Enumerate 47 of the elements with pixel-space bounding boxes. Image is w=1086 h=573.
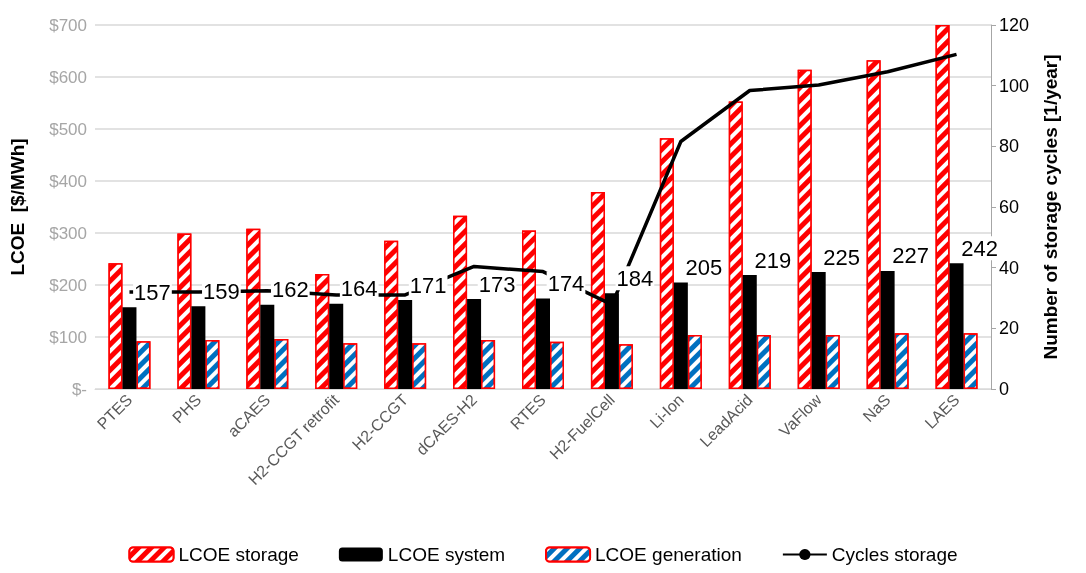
bar xyxy=(742,275,757,389)
data-label: 159 xyxy=(203,278,240,304)
y2-tick-label: 100 xyxy=(999,75,1030,96)
y-tick-label: $600 xyxy=(49,67,87,87)
y2-tick-label: 60 xyxy=(999,197,1020,217)
y-tick-label: $400 xyxy=(49,171,87,191)
y-tick-label: $300 xyxy=(49,223,87,243)
data-label: 205 xyxy=(685,254,723,280)
bar xyxy=(949,263,964,389)
legend-label: LCOE system xyxy=(387,544,506,565)
y2-tick-label: 80 xyxy=(999,136,1020,157)
bar xyxy=(536,298,550,389)
bar xyxy=(398,300,413,389)
data-label: 173 xyxy=(478,271,516,297)
data-label: 174 xyxy=(547,271,585,297)
y-tick-label: $700 xyxy=(49,15,87,35)
data-label: 225 xyxy=(823,244,861,270)
data-label: 227 xyxy=(892,243,929,269)
bar xyxy=(260,304,275,389)
y2-tick-label: 120 xyxy=(999,15,1030,35)
data-label: 171 xyxy=(409,272,447,298)
bar xyxy=(122,307,137,389)
y-tick-label: $- xyxy=(71,379,87,399)
data-label: 242 xyxy=(961,235,998,261)
data-label: 162 xyxy=(271,277,309,303)
y-tick-label: $200 xyxy=(49,275,87,295)
y-tick-label: $500 xyxy=(49,119,87,139)
data-label: 157 xyxy=(134,279,171,305)
y-tick-label: $100 xyxy=(49,327,87,347)
bar xyxy=(191,306,206,389)
y2-tick-label: 20 xyxy=(999,318,1020,339)
bar xyxy=(880,270,895,389)
y2-tick-label: 40 xyxy=(999,257,1020,278)
data-label: 184 xyxy=(616,265,654,291)
legend-label: LCOE generation xyxy=(595,544,742,565)
data-label: 219 xyxy=(754,247,792,273)
bar xyxy=(467,299,482,389)
bar xyxy=(329,303,344,389)
bar xyxy=(811,272,826,389)
y2-tick-label: 0 xyxy=(999,379,1010,399)
legend-label: Cycles storage xyxy=(831,544,958,565)
legend-label: LCOE storage xyxy=(178,544,299,565)
y-axis-title: LCOE [$/MWh] xyxy=(7,138,28,276)
y2-axis-title: Number of storage cycles [1/year] xyxy=(1040,54,1061,360)
bar xyxy=(673,282,688,389)
data-label: 164 xyxy=(340,276,378,302)
x-tick-label: NaS xyxy=(859,390,894,426)
